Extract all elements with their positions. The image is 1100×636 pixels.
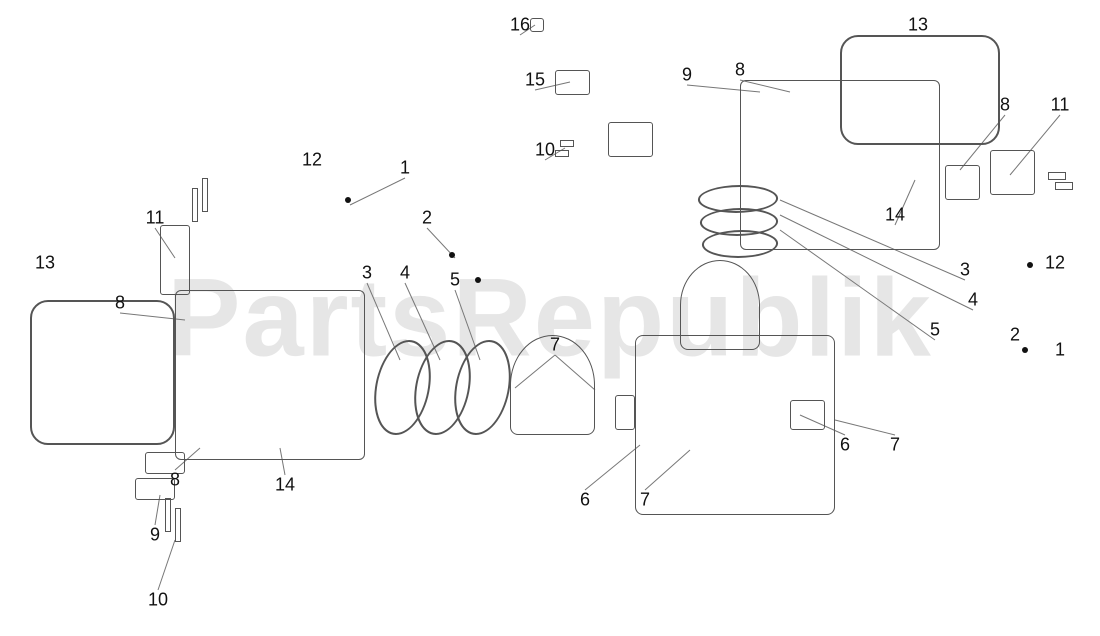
marker-dot-0 [345,197,351,203]
callout-c17: 5 [450,270,460,291]
callout-c22: 7 [550,335,560,356]
bolt-tl-1 [192,188,198,222]
callout-c20: 8 [115,293,125,314]
bolt-bl-2 [175,508,181,542]
bolt-r-1 [1048,172,1066,180]
marker-dot-3 [1027,262,1033,268]
callout-c29: 14 [275,475,295,496]
callout-c33: 10 [148,590,168,611]
piston-right [680,260,760,350]
callout-c9: 10 [535,140,555,161]
callout-c7: 11 [1051,95,1070,116]
callout-c15: 3 [362,263,372,284]
callout-c32: 9 [150,525,160,546]
callout-c4: 9 [682,65,692,86]
pin-2 [615,395,635,430]
callout-c14: 13 [35,253,55,274]
callout-c19: 3 [960,260,970,281]
callout-c26: 6 [840,435,850,456]
callout-c6: 8 [1000,95,1010,116]
bolt-r-2 [1055,182,1073,190]
chain-guide [555,70,590,95]
bolt-bl-1 [165,498,171,532]
bolt-mid-2 [555,150,569,157]
marker-dot-4 [1022,347,1028,353]
marker-dot-1 [449,252,455,258]
callout-c5: 8 [735,60,745,81]
pin-1 [790,400,825,430]
callout-c31: 7 [640,490,650,511]
head-gasket-right [840,35,1000,145]
tensioner-left [160,225,190,295]
callout-c16: 4 [400,263,410,284]
stud-nut [530,18,544,32]
callout-c18: 12 [1045,253,1065,274]
callout-c30: 6 [580,490,590,511]
callout-c1: 16 [510,15,530,36]
callout-c23: 2 [1010,325,1020,346]
callout-c3: 15 [525,70,545,91]
bolt-tl-2 [202,178,208,212]
callout-c28: 8 [170,470,180,491]
callout-c27: 7 [890,435,900,456]
callout-c25: 1 [1055,340,1065,361]
bolt-mid-1 [560,140,574,147]
gasket-small-r [945,165,980,200]
callout-c11: 11 [146,208,165,229]
marker-dot-2 [475,277,481,283]
callout-c12: 2 [422,208,432,229]
callout-c10: 1 [400,158,410,179]
head-gasket-left [30,300,175,445]
callout-c21: 4 [968,290,978,311]
callout-c13: 14 [885,205,905,226]
callout-c24: 5 [930,320,940,341]
cover-plate [608,122,653,157]
callout-c8: 12 [302,150,322,171]
cylinder-left [175,290,365,460]
callout-c2: 13 [908,15,928,36]
tensioner-right [990,150,1035,195]
